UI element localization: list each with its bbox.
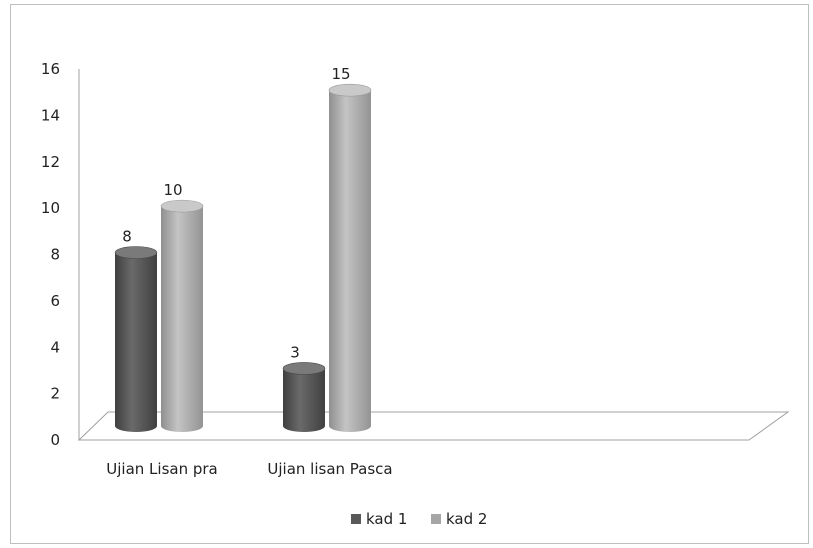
y-tick-label: 4: [50, 338, 60, 356]
bar-body: [329, 90, 371, 432]
bar-kad-1-0: [114, 246, 158, 432]
bar-body: [115, 252, 157, 432]
chart-floor: [77, 411, 790, 441]
bar-kad-2-1: [328, 83, 372, 432]
category-labels: Ujian Lisan pra Ujian lisan Pasca: [106, 460, 392, 478]
legend-label-kad-2: kad 2: [446, 510, 487, 528]
y-tick-label: 0: [50, 431, 60, 449]
bars: [114, 83, 372, 432]
bar-kad-1-1: [282, 362, 326, 432]
y-tick-label: 16: [41, 60, 60, 78]
data-label: 15: [331, 65, 350, 83]
bar-top: [282, 362, 326, 375]
data-label: 10: [163, 181, 182, 199]
data-label: 8: [122, 228, 132, 246]
y-tick-label: 8: [50, 246, 60, 264]
legend-label-kad-1: kad 1: [366, 510, 407, 528]
y-tick-label: 12: [41, 153, 60, 171]
y-tick-label: 6: [50, 292, 60, 310]
legend-swatch-kad-1: [351, 514, 361, 524]
y-tick-labels: 0 2 4 6 8 10 12 14 16: [41, 60, 60, 449]
bar-top: [160, 199, 204, 213]
y-tick-label: 2: [50, 385, 60, 403]
legend: kad 1 kad 2: [351, 510, 487, 528]
bar-body: [161, 206, 203, 432]
bar-top: [114, 246, 158, 259]
category-label: Ujian lisan Pasca: [267, 460, 392, 478]
category-label: Ujian Lisan pra: [106, 460, 217, 478]
bar-body: [283, 368, 325, 432]
y-tick-label: 14: [41, 106, 60, 124]
legend-swatch-kad-2: [431, 514, 441, 524]
y-tick-label: 10: [41, 199, 60, 217]
bar-kad-2-0: [160, 199, 204, 432]
chart-axes: [77, 69, 790, 441]
data-label: 3: [290, 343, 300, 361]
data-labels: 8 10 3 15: [122, 65, 350, 361]
bar-top: [328, 83, 372, 97]
